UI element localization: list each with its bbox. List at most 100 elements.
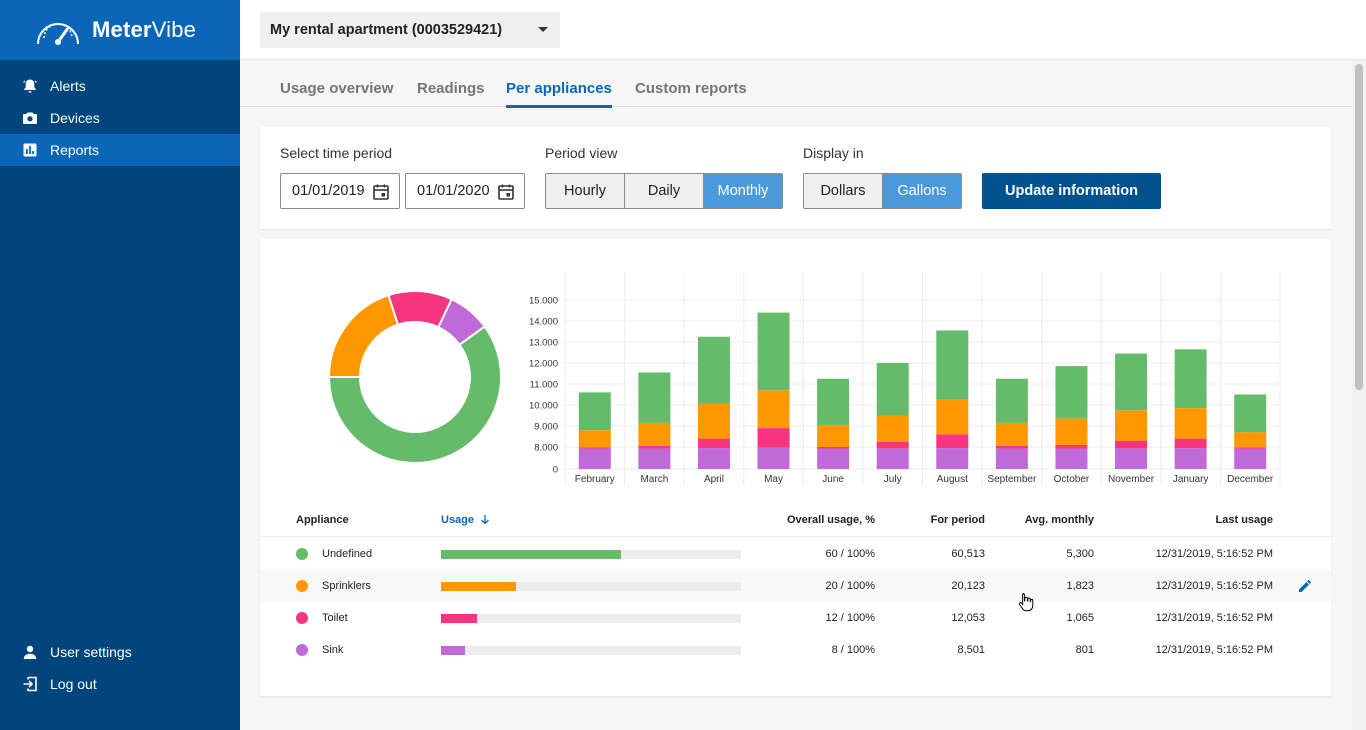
bar-november-toilet[interactable] [1115,440,1148,449]
table-row[interactable]: Sprinklers 20 / 100% 20,123 1,823 12/31/… [260,570,1331,602]
tab-custom-reports[interactable]: Custom reports [635,80,747,97]
sidebar-item-alerts[interactable]: Alerts [0,70,240,102]
bar-october-sink[interactable] [1055,448,1088,469]
logo[interactable]: MeterVibe [0,0,240,60]
bar-may-sink[interactable] [757,447,790,469]
bar-november-undefined[interactable] [1115,353,1148,411]
bar-march-sprinklers[interactable] [638,422,671,446]
scrollbar-thumb[interactable] [1355,64,1363,390]
date-to-input[interactable]: 01/01/2020 [405,173,525,209]
sidebar-item-label: Alerts [50,78,86,94]
bar-july-sprinklers[interactable] [876,415,909,442]
column-last-usage[interactable]: Last usage [1215,514,1273,526]
bar-december-toilet[interactable] [1234,447,1267,449]
bar-june-undefined[interactable] [817,378,850,425]
column-appliance[interactable]: Appliance [296,514,349,526]
bar-june-toilet[interactable] [817,447,850,449]
tab-per-appliances[interactable]: Per appliances [506,80,612,108]
bar-june-sprinklers[interactable] [817,424,850,447]
bar-march-sink[interactable] [638,448,671,469]
display-gallons-button[interactable]: Gallons [883,174,961,208]
bar-september-sprinklers[interactable] [995,422,1028,446]
bar-april-toilet[interactable] [697,438,730,449]
bar-october-sprinklers[interactable] [1055,418,1088,445]
column-avg-monthly[interactable]: Avg. monthly [1024,514,1094,526]
period-view-toggle: Hourly Daily Monthly [545,173,783,209]
bar-january-sprinklers[interactable] [1174,408,1207,439]
bar-february-undefined[interactable] [578,392,611,431]
bar-december-sink[interactable] [1234,448,1267,469]
camera-icon [22,110,38,126]
last-usage-value: 12/31/2019, 5:16:52 PM [1155,548,1273,560]
period-hourly-button[interactable]: Hourly [546,174,625,208]
sidebar-item-reports[interactable]: Reports [0,134,240,166]
bar-december-undefined[interactable] [1234,394,1267,433]
bar-april-sprinklers[interactable] [697,403,730,439]
bar-august-sink[interactable] [936,448,969,469]
period-monthly-button[interactable]: Monthly [704,174,782,208]
bar-december-sprinklers[interactable] [1234,432,1267,448]
date-from-input[interactable]: 01/01/2019 [280,173,400,209]
y-tick-label: 12.000 [529,359,558,370]
sidebar-item-devices[interactable]: Devices [0,102,240,134]
bar-april-undefined[interactable] [697,336,730,404]
column-usage[interactable]: Usage [441,514,490,526]
bar-january-toilet[interactable] [1174,438,1207,449]
bar-may-toilet[interactable] [757,428,790,448]
bar-october-toilet[interactable] [1055,444,1088,449]
sidebar-item-user-settings[interactable]: User settings [0,636,240,668]
donut-slice-sink[interactable] [437,297,486,347]
x-tick-label: December [1227,474,1274,485]
sidebar-item-log-out[interactable]: Log out [0,668,240,700]
column-overall-usage[interactable]: Overall usage, % [786,514,875,526]
edit-pencil-icon[interactable] [1297,578,1313,594]
period-daily-button[interactable]: Daily [625,174,704,208]
bar-january-undefined[interactable] [1174,349,1207,409]
donut-slice-sprinklers[interactable] [327,293,400,378]
column-for-period[interactable]: For period [930,514,985,526]
y-tick-label: 10.000 [529,401,558,412]
donut-slice-undefined[interactable] [327,325,502,464]
x-tick-label: February [575,474,615,485]
bar-february-sprinklers[interactable] [578,430,611,448]
table-row[interactable]: Toilet 12 / 100% 12,053 1,065 12/31/2019… [260,602,1331,634]
display-dollars-button[interactable]: Dollars [804,174,883,208]
bar-may-sprinklers[interactable] [757,390,790,429]
calendar-icon[interactable] [372,183,390,201]
bar-may-undefined[interactable] [757,312,790,391]
bar-july-sink[interactable] [876,448,909,469]
bar-march-undefined[interactable] [638,372,671,423]
bar-november-sprinklers[interactable] [1115,410,1148,441]
bar-august-sprinklers[interactable] [936,399,969,435]
usage-bar [441,550,741,559]
bar-february-sink[interactable] [578,448,611,469]
x-tick-label: October [1054,474,1090,485]
property-select[interactable]: My rental apartment (0003529421) [260,12,560,48]
y-tick-label: 11.000 [530,380,558,391]
bar-september-sink[interactable] [995,448,1028,469]
hand-cursor-icon [1018,593,1034,612]
bar-january-sink[interactable] [1174,448,1207,469]
bar-november-sink[interactable] [1115,448,1148,469]
tab-readings[interactable]: Readings [417,80,485,97]
bar-april-sink[interactable] [697,448,730,469]
bar-july-undefined[interactable] [876,363,909,416]
bar-september-undefined[interactable] [995,378,1028,423]
caret-down-icon [538,27,548,32]
bar-september-toilet[interactable] [995,445,1028,449]
bar-august-toilet[interactable] [936,434,969,449]
for-period-value: 60,513 [951,548,985,560]
bar-july-toilet[interactable] [876,441,909,449]
bar-march-toilet[interactable] [638,445,671,449]
table-row[interactable]: Undefined 60 / 100% 60,513 5,300 12/31/2… [260,538,1331,570]
update-information-button[interactable]: Update information [982,173,1161,209]
table-row[interactable]: Sink 8 / 100% 8,501 801 12/31/2019, 5:16… [260,634,1331,666]
tab-usage-overview[interactable]: Usage overview [280,80,394,97]
calendar-icon[interactable] [497,183,515,201]
bar-august-undefined[interactable] [936,330,969,400]
bar-october-undefined[interactable] [1055,366,1088,419]
last-usage-value: 12/31/2019, 5:16:52 PM [1155,644,1273,656]
bar-february-toilet[interactable] [578,447,611,449]
bar-june-sink[interactable] [817,448,850,469]
page-scrollbar[interactable] [1352,60,1366,730]
